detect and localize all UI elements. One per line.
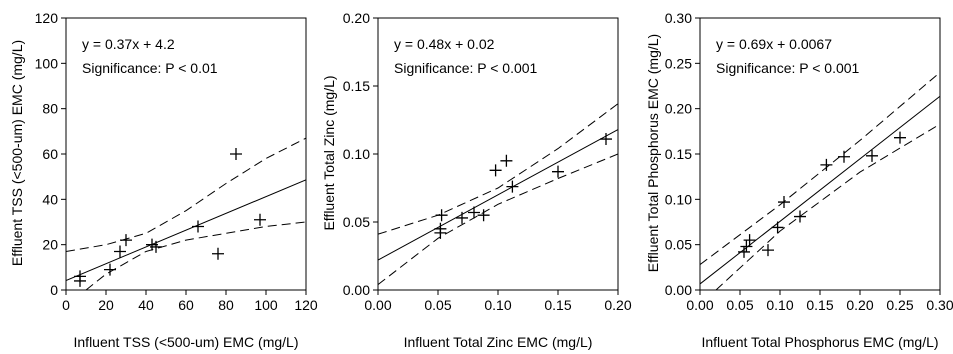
- tss-y-tick-label: 60: [42, 146, 58, 162]
- tss-data-point: [212, 247, 224, 260]
- tss-x-axis-label: Influent TSS (<500-um) EMC (mg/L): [74, 334, 299, 350]
- tss-data-point: [150, 240, 162, 253]
- zinc-data-point: [552, 165, 564, 178]
- phosphorus-x-tick-label: 0.00: [686, 297, 713, 313]
- zinc-data-point: [506, 180, 519, 193]
- panel-tss: y = 0.37x + 4.2 Significance: P < 0.01 I…: [9, 10, 318, 350]
- phosphorus-x-tick-label: 0.25: [886, 297, 913, 313]
- zinc-y-axis-label: Effluent Total Zinc (mg/L): [321, 75, 337, 230]
- zinc-y-tick-label: 0.10: [343, 146, 370, 162]
- tss-y-tick-label: 120: [35, 10, 59, 26]
- phosphorus-y-tick-label: 0.05: [665, 237, 692, 253]
- tss-data-point: [114, 245, 126, 258]
- zinc-y-tick-label: 0.20: [343, 10, 370, 26]
- phosphorus-significance-annotation: Significance: P < 0.001: [716, 60, 860, 76]
- zinc-eq-annotation: y = 0.48x + 0.02: [394, 36, 495, 52]
- tss-x-tick-label: 100: [254, 297, 278, 313]
- zinc-regression-line: [378, 129, 618, 261]
- phosphorus-y-tick-label: 0.10: [665, 191, 692, 207]
- zinc-y-tick-label: 0.00: [343, 282, 370, 298]
- zinc-data-point: [489, 164, 502, 177]
- phosphorus-x-axis-label: Influent Total Phosphorus EMC (mg/L): [701, 334, 938, 350]
- zinc-x-tick-label: 0.20: [604, 297, 631, 313]
- phosphorus-y-axis-label: Effluent Total Phosphorus EMC (mg/L): [645, 34, 661, 272]
- phosphorus-data-point: [866, 149, 878, 162]
- phosphorus-plot-frame: [699, 17, 941, 291]
- tss-x-tick-label: 20: [98, 297, 114, 313]
- tss-x-tick-label: 80: [218, 297, 234, 313]
- tss-ci-upper-band: [66, 137, 306, 252]
- phosphorus-eq-annotation: y = 0.69x + 0.0067: [716, 36, 832, 52]
- phosphorus-data-point: [762, 244, 774, 257]
- tss-data-point: [254, 213, 266, 226]
- phosphorus-data-point: [738, 245, 750, 258]
- zinc-data-point: [477, 209, 490, 222]
- tss-eq-annotation: y = 0.37x + 4.2: [82, 36, 175, 52]
- phosphorus-y-tick-label: 0.30: [665, 10, 692, 26]
- zinc-y-tick-label: 0.05: [343, 214, 370, 230]
- phosphorus-data-point: [743, 234, 756, 247]
- zinc-x-tick-label: 0.15: [544, 297, 571, 313]
- zinc-data-point: [434, 226, 447, 239]
- zinc-significance-annotation: Significance: P < 0.001: [394, 60, 538, 76]
- tss-significance-annotation: Significance: P < 0.01: [82, 60, 218, 76]
- tss-x-tick-label: 40: [138, 297, 154, 313]
- phosphorus-data-point: [794, 210, 806, 223]
- tss-x-tick-label: 120: [294, 297, 318, 313]
- tss-data-point: [230, 148, 242, 160]
- tss-y-tick-label: 80: [42, 101, 58, 117]
- phosphorus-data-point: [740, 240, 753, 253]
- zinc-x-tick-label: 0.00: [364, 297, 391, 313]
- phosphorus-ci-upper-band: [700, 72, 940, 266]
- zinc-ci-upper-band: [378, 103, 618, 235]
- tss-y-tick-label: 0: [50, 282, 58, 298]
- tss-data-point: [120, 234, 132, 247]
- tss-y-tick-label: 20: [42, 237, 58, 253]
- zinc-x-tick-label: 0.05: [424, 297, 451, 313]
- zinc-y-tick-label: 0.15: [343, 78, 370, 94]
- phosphorus-x-tick-label: 0.20: [846, 297, 873, 313]
- zinc-x-axis-label: Influent Total Zinc EMC (mg/L): [404, 334, 593, 350]
- zinc-data-point: [456, 211, 468, 224]
- zinc-data-point: [435, 209, 448, 222]
- zinc-plot-frame: [377, 17, 619, 291]
- phosphorus-x-tick-label: 0.15: [806, 297, 833, 313]
- tss-y-tick-label: 100: [35, 55, 59, 71]
- tss-x-tick-label: 60: [178, 297, 194, 313]
- panel-phosphorus: y = 0.69x + 0.0067 Significance: P < 0.0…: [645, 10, 953, 350]
- tss-regression-line: [66, 179, 306, 281]
- panel-zinc: y = 0.48x + 0.02 Significance: P < 0.001…: [321, 10, 632, 350]
- phosphorus-x-tick-label: 0.05: [726, 297, 753, 313]
- phosphorus-regression-line: [700, 95, 940, 285]
- phosphorus-data-point: [771, 221, 784, 234]
- zinc-x-tick-label: 0.10: [484, 297, 511, 313]
- zinc-data-point: [468, 206, 480, 219]
- phosphorus-x-tick-label: 0.30: [926, 297, 953, 313]
- phosphorus-y-tick-label: 0.15: [665, 146, 692, 162]
- tss-ci-lower-band: [85, 221, 306, 290]
- phosphorus-ci-lower-band: [715, 123, 940, 290]
- zinc-data-point: [500, 154, 513, 167]
- zinc-ci-lower-band: [378, 153, 618, 285]
- tss-y-tick-label: 40: [42, 191, 58, 207]
- tss-plot-frame: [65, 17, 307, 291]
- phosphorus-data-point: [778, 196, 790, 209]
- tss-data-point: [192, 220, 204, 233]
- phosphorus-data-point: [894, 131, 906, 144]
- tss-x-tick-label: 0: [62, 297, 70, 313]
- phosphorus-y-tick-label: 0.20: [665, 101, 692, 117]
- phosphorus-y-tick-label: 0.25: [665, 55, 692, 71]
- phosphorus-data-point: [838, 150, 850, 163]
- phosphorus-x-tick-label: 0.10: [766, 297, 793, 313]
- phosphorus-data-point: [820, 158, 833, 171]
- tss-data-point: [74, 274, 86, 287]
- zinc-data-point: [600, 133, 612, 146]
- tss-y-axis-label: Effluent TSS (<500-um) EMC (mg/L): [9, 40, 25, 266]
- tss-data-point: [104, 263, 116, 276]
- phosphorus-y-tick-label: 0.00: [665, 282, 692, 298]
